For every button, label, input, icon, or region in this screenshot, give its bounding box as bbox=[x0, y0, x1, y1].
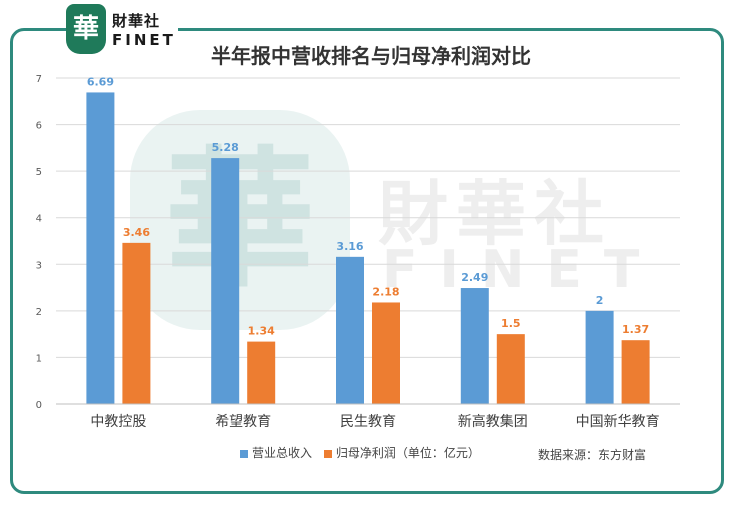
watermark-text-en: FINET bbox=[382, 240, 662, 300]
y-tick-label: 2 bbox=[36, 307, 42, 318]
legend-item-series1: 营业总收入 bbox=[240, 446, 312, 460]
watermark-seal: 華 bbox=[130, 110, 350, 330]
legend-label-series1: 营业总收入 bbox=[252, 446, 313, 460]
y-tick-label: 1 bbox=[36, 353, 42, 364]
legend: 营业总收入 归母净利润（单位：亿元） bbox=[240, 444, 488, 461]
legend-item-series2: 归母净利润（单位：亿元） bbox=[323, 446, 480, 460]
data-label-series1: 2.49 bbox=[461, 271, 488, 284]
y-tick-label: 4 bbox=[36, 214, 42, 225]
x-category-label: 新高教集团 bbox=[458, 413, 528, 430]
x-category-label: 希望教育 bbox=[215, 414, 271, 430]
data-label-series1: 2 bbox=[596, 294, 604, 307]
bar-series2 bbox=[247, 341, 276, 404]
bar-series2 bbox=[372, 302, 400, 404]
legend-label-series2: 归母净利润（单位：亿元） bbox=[335, 446, 480, 460]
y-tick-label: 7 bbox=[36, 74, 42, 85]
data-label-series2: 3.46 bbox=[123, 226, 150, 239]
data-label-series1: 5.28 bbox=[212, 141, 239, 154]
x-category-label: 民生教育 bbox=[340, 414, 396, 430]
data-label-series2: 1.5 bbox=[501, 317, 521, 330]
y-tick-label: 5 bbox=[36, 167, 42, 178]
legend-swatch-series1 bbox=[240, 449, 248, 458]
y-tick-label: 0 bbox=[36, 400, 42, 411]
data-label-series2: 1.34 bbox=[248, 325, 275, 338]
data-source-note: 数据来源：东方财富 bbox=[538, 448, 647, 462]
logo-name-en: FINET bbox=[112, 31, 176, 49]
data-label-series2: 1.37 bbox=[622, 323, 649, 336]
logo-name-cn: 財華社 bbox=[112, 12, 161, 30]
logo-badge: 華 bbox=[66, 4, 106, 54]
bar-series1 bbox=[585, 310, 614, 404]
data-label-series2: 2.18 bbox=[372, 285, 399, 298]
watermark-text-cn: 財華社 bbox=[378, 173, 612, 255]
legend-swatch-series2 bbox=[323, 449, 332, 458]
y-tick-label: 3 bbox=[36, 260, 42, 271]
bar-series1 bbox=[86, 92, 115, 405]
data-label-series1: 3.16 bbox=[336, 240, 363, 253]
bar-series2 bbox=[621, 340, 650, 404]
bar-series2 bbox=[122, 242, 151, 404]
y-tick-label: 6 bbox=[36, 121, 42, 132]
bar-series2 bbox=[496, 334, 525, 404]
x-category-label: 中国新华教育 bbox=[576, 414, 660, 430]
bar-series1 bbox=[211, 158, 240, 404]
bar-series1 bbox=[336, 256, 364, 404]
x-category-label: 中教控股 bbox=[90, 414, 146, 430]
chart-title: 半年报中营收排名与归母净利润对比 bbox=[211, 44, 531, 68]
bar-series1 bbox=[460, 288, 489, 404]
finet-logo: 華 財華社 FINET bbox=[66, 4, 178, 56]
data-label-series1: 6.69 bbox=[87, 75, 114, 88]
